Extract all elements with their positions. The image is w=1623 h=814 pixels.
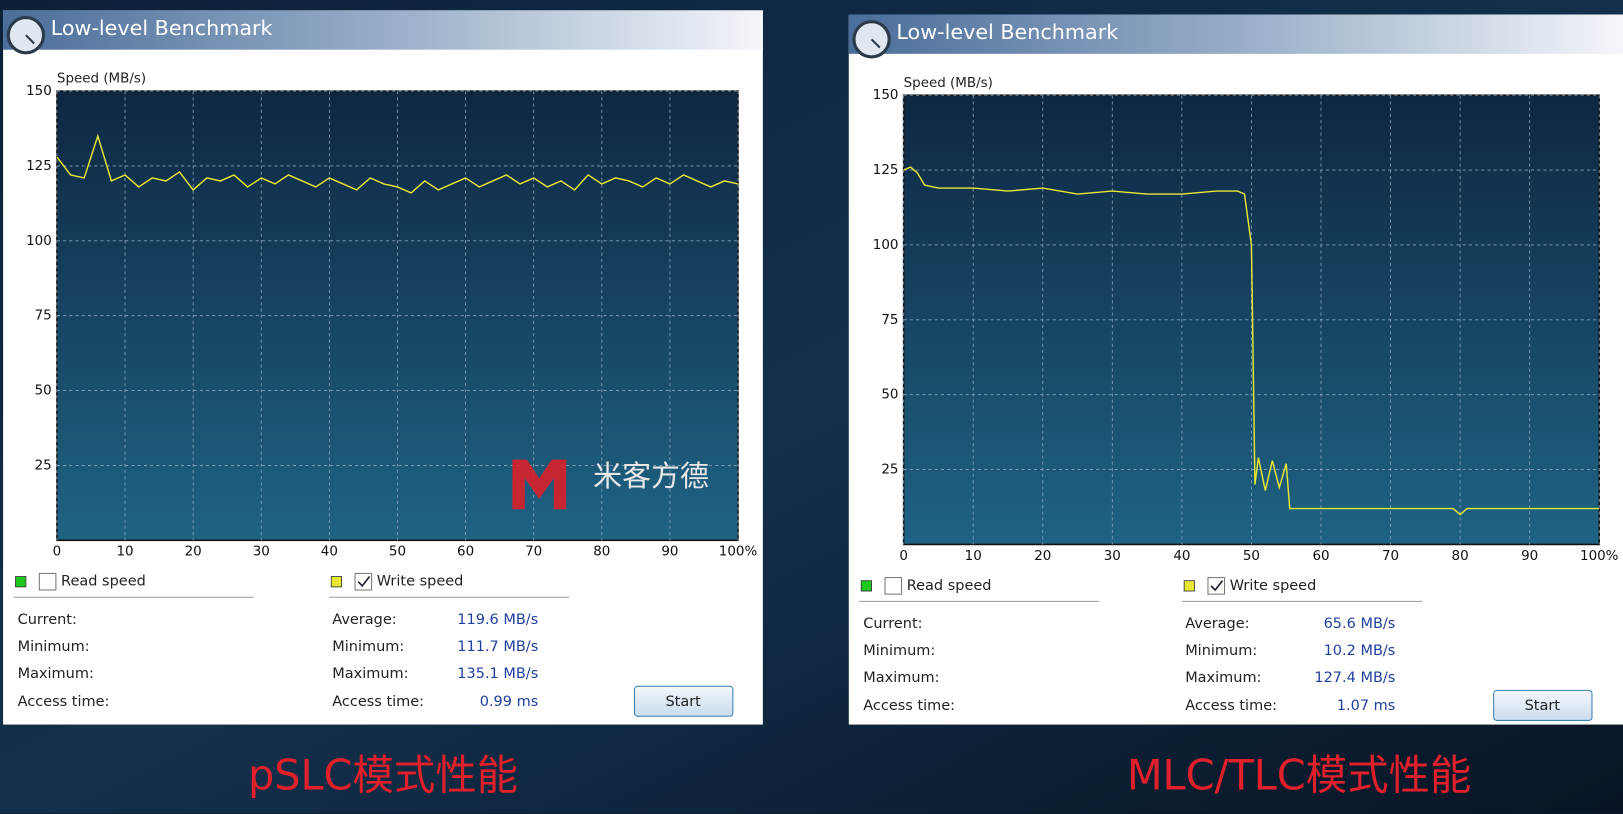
title-bar	[848, 14, 1623, 54]
stat-label: Minimum:	[18, 639, 90, 655]
stat-label: Average:	[1185, 616, 1249, 632]
stat-label: Average:	[332, 612, 396, 628]
y-tick-label: 75	[35, 309, 52, 324]
stat-value: 0.99 ms	[480, 694, 539, 710]
read-checkbox[interactable]	[38, 572, 57, 591]
stat-label: Access time:	[1185, 698, 1277, 714]
watermark-logo	[512, 459, 567, 510]
write-check	[357, 576, 371, 588]
read-checkbox[interactable]	[884, 577, 903, 595]
x-tick-label: 0	[53, 545, 62, 560]
window-title: Low-level Benchmark	[51, 16, 273, 40]
start-button[interactable]	[1493, 689, 1593, 721]
y-tick-label: 50	[881, 388, 898, 403]
write-swatch	[1183, 580, 1195, 592]
start-button[interactable]	[633, 685, 734, 717]
x-tick-label: 100%	[719, 545, 758, 560]
stat-value: 111.7 MB/s	[457, 639, 538, 655]
x-tick-label: 20	[1034, 549, 1051, 564]
x-tick-label: 30	[1104, 549, 1121, 564]
y-tick-label: 25	[35, 458, 52, 473]
x-tick-label: 80	[1452, 549, 1469, 564]
stat-label: Maximum:	[1185, 670, 1261, 686]
x-tick-label: 100%	[1580, 549, 1619, 564]
write-checkbox[interactable]	[354, 572, 373, 591]
x-tick-label: 90	[661, 545, 678, 560]
read-swatch	[15, 576, 27, 588]
y-tick-label: 50	[35, 384, 52, 399]
x-tick-label: 70	[1382, 549, 1399, 564]
y-tick-label: 125	[873, 163, 899, 178]
y-axis-label: Speed (MB/s)	[904, 76, 993, 91]
x-tick-label: 40	[321, 545, 338, 560]
y-tick-label: 75	[881, 313, 898, 328]
write-label: Write speed	[377, 574, 464, 590]
read-swatch	[860, 580, 872, 592]
stat-label: Current:	[18, 612, 77, 628]
stat-value: 65.6 MB/s	[1324, 616, 1396, 632]
y-tick-label: 125	[26, 159, 52, 174]
y-tick-label: 100	[26, 234, 52, 249]
watermark: 米客方德	[593, 459, 709, 493]
stat-label: Maximum:	[332, 666, 408, 682]
x-tick-label: 50	[389, 545, 406, 560]
stat-label: Access time:	[863, 698, 955, 714]
x-tick-label: 20	[185, 545, 202, 560]
read-label: Read speed	[61, 574, 146, 590]
x-tick-label: 60	[1312, 549, 1329, 564]
stat-value: 119.6 MB/s	[457, 612, 538, 628]
x-tick-label: 10	[116, 545, 133, 560]
caption: MLC/TLC模式性能	[1127, 751, 1471, 799]
y-tick-label: 25	[881, 463, 898, 478]
stat-label: Access time:	[332, 694, 424, 710]
start-button-label[interactable]: Start	[1525, 698, 1561, 714]
window-title: Low-level Benchmark	[896, 20, 1118, 44]
stat-label: Current:	[863, 616, 922, 632]
read-label: Read speed	[907, 578, 992, 594]
stat-value: 135.1 MB/s	[457, 666, 538, 682]
stat-label: Access time:	[18, 694, 110, 710]
y-tick-label: 150	[26, 84, 52, 99]
stat-label: Minimum:	[332, 639, 404, 655]
stat-value: 10.2 MB/s	[1324, 643, 1396, 659]
write-speed-line	[56, 133, 739, 194]
x-tick-label: 30	[253, 545, 270, 560]
write-check	[1210, 580, 1224, 592]
stat-label: Maximum:	[863, 670, 939, 686]
caption: pSLC模式性能	[248, 751, 518, 799]
x-tick-label: 80	[593, 545, 610, 560]
x-tick-label: 40	[1173, 549, 1190, 564]
stat-value: 1.07 ms	[1337, 698, 1396, 714]
x-tick-label: 90	[1521, 549, 1538, 564]
write-label: Write speed	[1230, 578, 1317, 594]
write-speed-line	[903, 166, 1600, 516]
x-tick-label: 70	[525, 545, 542, 560]
x-tick-label: 0	[899, 549, 908, 564]
y-tick-label: 100	[873, 238, 899, 253]
write-swatch	[330, 576, 342, 588]
start-button-label[interactable]: Start	[665, 694, 701, 710]
y-tick-label: 150	[873, 88, 899, 103]
app-icon-hand	[25, 34, 35, 45]
stat-label: Minimum:	[863, 643, 935, 659]
write-checkbox[interactable]	[1207, 577, 1226, 595]
stat-value: 127.4 MB/s	[1314, 670, 1395, 686]
x-tick-label: 50	[1243, 549, 1260, 564]
x-tick-label: 10	[965, 549, 982, 564]
title-bar	[3, 10, 763, 50]
stat-label: Minimum:	[1185, 643, 1257, 659]
y-axis-label: Speed (MB/s)	[57, 72, 146, 87]
x-tick-label: 60	[457, 545, 474, 560]
stat-label: Maximum:	[18, 666, 94, 682]
app-icon-hand	[870, 38, 881, 49]
